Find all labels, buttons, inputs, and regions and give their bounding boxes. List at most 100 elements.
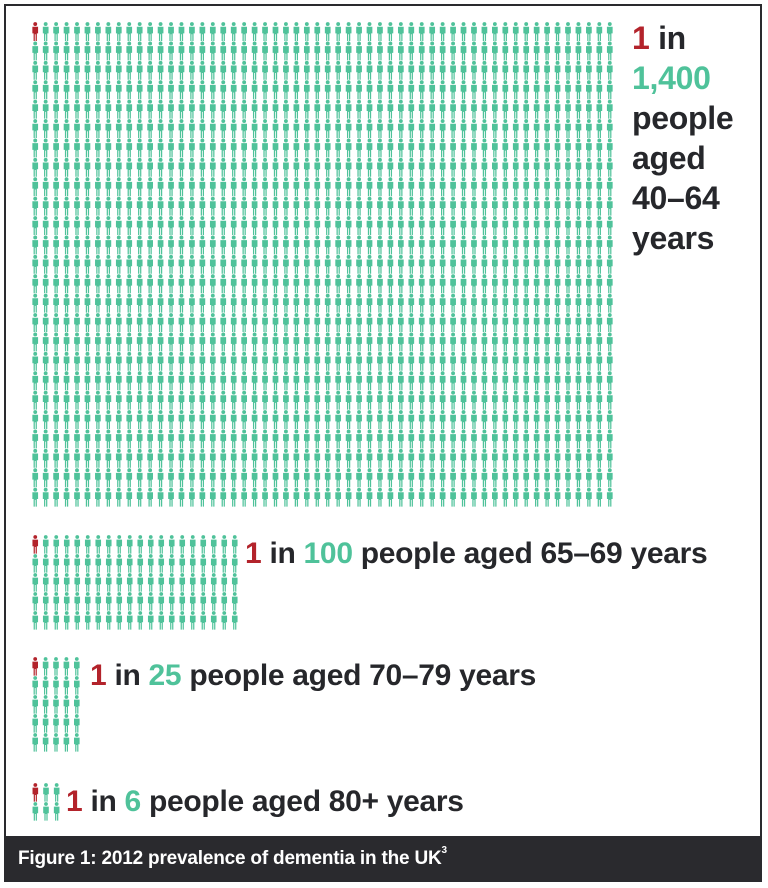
person-icon xyxy=(345,390,352,410)
person-icon xyxy=(262,293,268,313)
person-icon xyxy=(147,554,154,573)
person-icon xyxy=(241,313,248,332)
person-icon xyxy=(147,332,153,352)
person-icon xyxy=(32,676,38,695)
person-icon xyxy=(241,468,248,488)
person-icon xyxy=(136,371,143,391)
person-icon xyxy=(377,196,383,216)
person-icon xyxy=(126,410,133,429)
person-icon xyxy=(366,274,373,294)
person-icon xyxy=(356,371,362,391)
person-icon xyxy=(387,60,394,80)
person-icon xyxy=(586,371,592,391)
person-icon xyxy=(126,254,133,274)
person-icon xyxy=(596,138,603,158)
person-icon xyxy=(32,695,38,714)
person-icon xyxy=(377,390,383,410)
person-icon xyxy=(439,351,446,371)
person-icon xyxy=(251,177,258,197)
person-icon xyxy=(147,274,153,294)
stat-denominator: 100 xyxy=(303,537,353,570)
person-icon xyxy=(251,80,258,100)
person-icon xyxy=(84,254,91,274)
person-icon xyxy=(209,235,216,255)
person-icon xyxy=(471,157,477,177)
person-icon xyxy=(74,657,80,676)
person-icon xyxy=(221,554,228,573)
person-icon xyxy=(157,429,164,449)
person-icon xyxy=(199,80,206,100)
person-icon xyxy=(116,592,123,611)
person-icon xyxy=(42,733,49,752)
person-icon xyxy=(251,235,258,255)
person-icon xyxy=(95,254,101,274)
person-icon xyxy=(554,177,561,197)
person-icon xyxy=(492,487,498,507)
person-icon xyxy=(105,487,112,507)
person-icon xyxy=(105,592,112,611)
person-icon xyxy=(220,487,227,507)
person-icon xyxy=(189,468,195,488)
person-icon xyxy=(230,216,237,235)
person-icon xyxy=(157,371,164,391)
person-icon xyxy=(397,274,404,294)
person-icon xyxy=(147,390,153,410)
person-icon xyxy=(303,293,310,313)
person-icon xyxy=(251,313,258,332)
person-icon xyxy=(408,429,415,449)
person-icon xyxy=(42,468,49,488)
person-icon xyxy=(418,99,425,119)
person-icon xyxy=(471,119,477,138)
person-icon xyxy=(366,60,373,80)
person-icon xyxy=(544,216,550,235)
person-icon xyxy=(147,80,153,100)
person-icon xyxy=(157,274,164,294)
person-icon xyxy=(95,535,102,554)
person-icon xyxy=(231,592,238,611)
person-icon xyxy=(84,60,91,80)
person-icon xyxy=(189,274,195,294)
person-icon xyxy=(293,313,300,332)
person-icon xyxy=(492,138,498,158)
person-icon xyxy=(95,274,101,294)
stat-rest-line: people xyxy=(632,100,734,136)
person-icon xyxy=(533,468,540,488)
person-icon xyxy=(387,468,394,488)
person-icon xyxy=(158,573,165,592)
person-icon xyxy=(439,487,446,507)
person-icon xyxy=(387,293,394,313)
person-icon xyxy=(84,80,91,100)
person-icon xyxy=(115,468,122,488)
person-icon xyxy=(283,22,289,41)
person-icon xyxy=(523,60,530,80)
person-icon xyxy=(199,254,206,274)
person-icon xyxy=(115,119,122,138)
person-icon xyxy=(210,535,217,554)
person-icon xyxy=(450,41,456,61)
person-icon xyxy=(408,313,415,332)
person-icon xyxy=(387,216,394,235)
person-icon xyxy=(53,80,59,100)
person-icon xyxy=(251,138,258,158)
person-icon xyxy=(178,235,185,255)
person-icon xyxy=(126,60,133,80)
person-icon xyxy=(42,293,49,313)
person-icon xyxy=(189,216,195,235)
person-icon xyxy=(606,216,613,235)
person-icon xyxy=(523,332,530,352)
person-icon xyxy=(220,41,227,61)
person-icon xyxy=(189,535,196,554)
person-icon xyxy=(533,60,540,80)
person-icon xyxy=(439,41,446,61)
person-icon xyxy=(189,254,195,274)
person-icon xyxy=(492,80,498,100)
person-icon xyxy=(116,573,123,592)
person-icon xyxy=(53,733,59,752)
person-icon xyxy=(471,80,477,100)
person-icon xyxy=(42,196,49,216)
person-icon xyxy=(105,371,112,391)
person-icon xyxy=(53,119,59,138)
person-icon xyxy=(158,535,165,554)
person-icon xyxy=(63,468,70,488)
person-icon xyxy=(272,429,279,449)
